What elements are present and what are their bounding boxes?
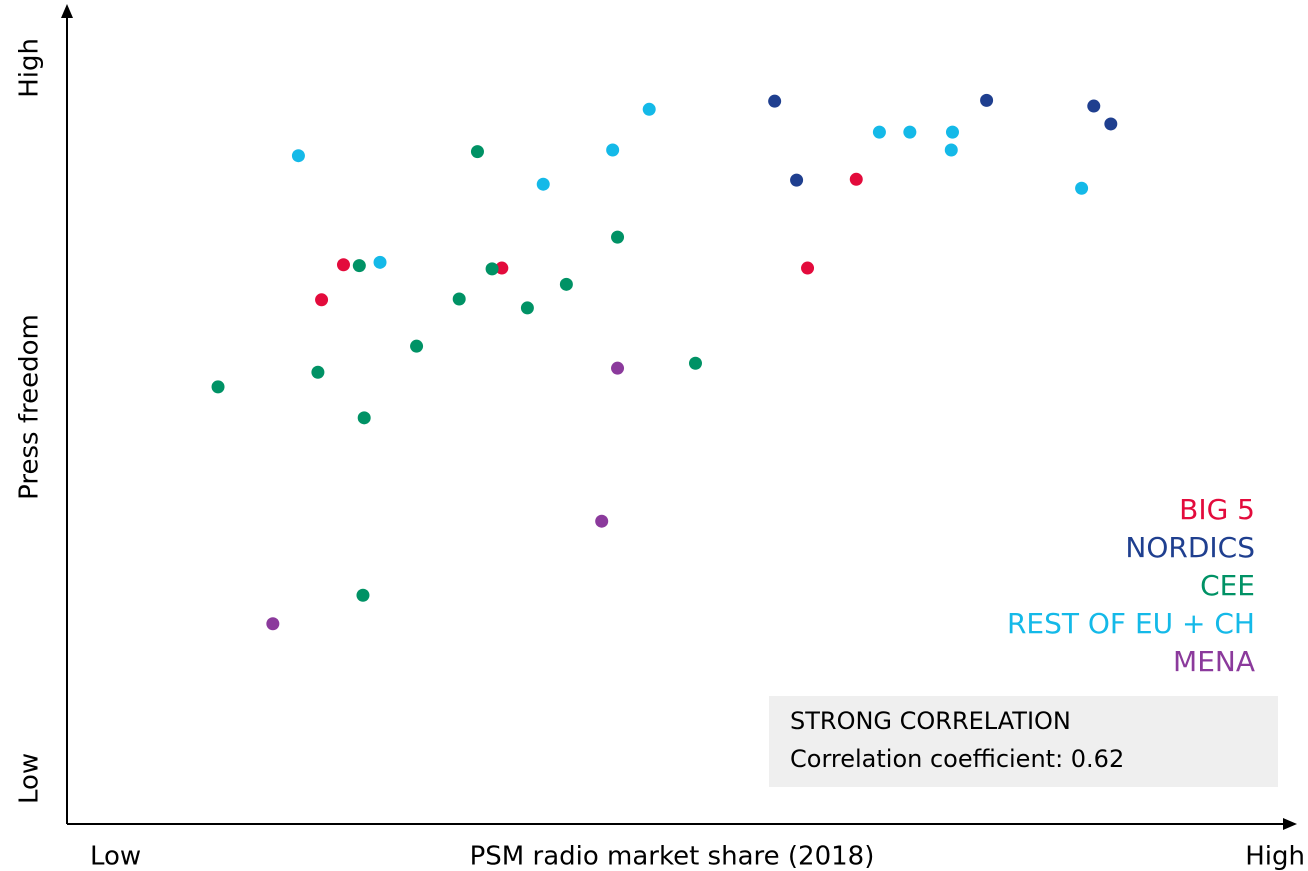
point — [849, 172, 863, 186]
point — [611, 230, 625, 244]
point — [559, 277, 573, 291]
point — [688, 356, 702, 370]
point — [410, 339, 424, 353]
legend-label: REST OF EU + CH — [1007, 607, 1255, 640]
point — [470, 145, 484, 159]
point — [315, 293, 329, 307]
point — [311, 365, 325, 379]
point — [357, 411, 371, 425]
x-axis-label: PSM radio market share (2018) — [470, 842, 875, 871]
y-tick-label: High — [15, 38, 45, 98]
x-tick-label: High — [1245, 842, 1305, 871]
point — [495, 261, 509, 275]
point — [790, 173, 804, 187]
annotation-text: Correlation coefficient: 0.62 — [790, 745, 1124, 773]
annotation-box — [769, 696, 1278, 787]
point — [485, 262, 499, 276]
x-tick-label: Low — [90, 842, 141, 871]
point — [1075, 181, 1089, 195]
point — [291, 149, 305, 163]
annotation-title: STRONG CORRELATION — [790, 707, 1071, 735]
point — [642, 102, 656, 116]
legend-label: BIG 5 — [1179, 493, 1255, 526]
legend-label: CEE — [1200, 569, 1255, 602]
point — [606, 143, 620, 157]
x-axis-arrow — [1283, 818, 1297, 830]
point — [611, 361, 625, 375]
point — [536, 177, 550, 191]
point — [945, 125, 959, 139]
point — [903, 125, 917, 139]
point — [211, 380, 225, 394]
point — [266, 617, 280, 631]
point — [520, 301, 534, 315]
point — [352, 259, 366, 273]
point — [872, 125, 886, 139]
point — [595, 514, 609, 528]
point — [356, 588, 370, 602]
y-axis-label: Press freedom — [15, 314, 45, 500]
y-axis-arrow — [61, 4, 73, 18]
y-tick-label: Low — [15, 753, 45, 804]
point — [980, 93, 994, 107]
point — [944, 143, 958, 157]
legend-label: MENA — [1173, 645, 1255, 678]
point — [336, 258, 350, 272]
point — [1104, 117, 1118, 131]
point — [452, 292, 466, 306]
legend-label: NORDICS — [1125, 531, 1255, 564]
point — [1087, 99, 1101, 113]
point — [768, 94, 782, 108]
point — [801, 261, 815, 275]
point — [373, 255, 387, 269]
